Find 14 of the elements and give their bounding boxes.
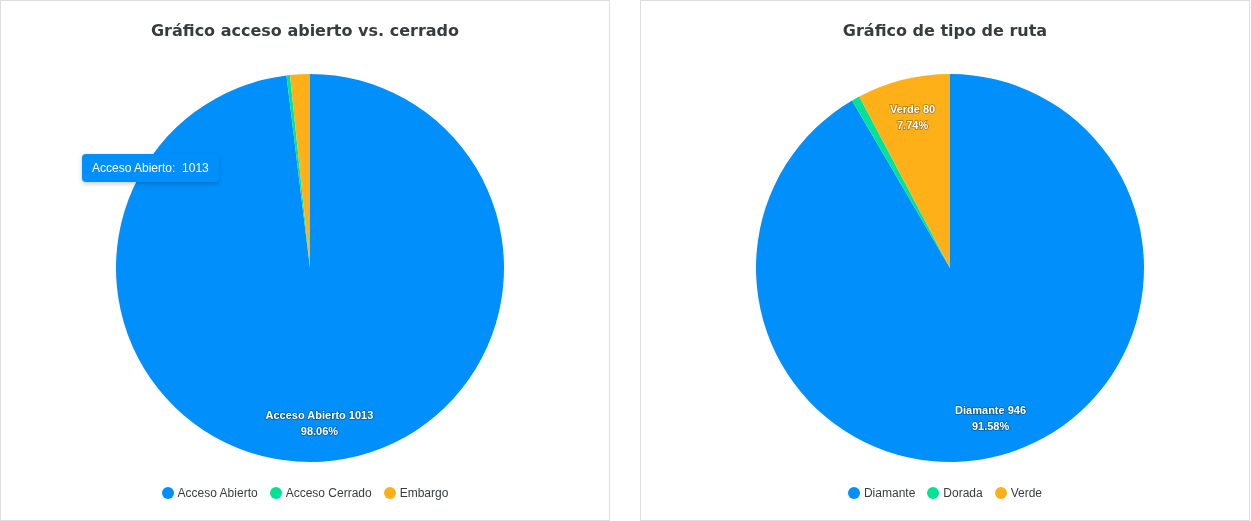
pie-slice (756, 74, 1144, 462)
data-label: Diamante 946 91.58% (955, 403, 1027, 432)
chart-title: Gráfico acceso abierto vs. cerrado (149, 21, 461, 40)
legend-label: Verde (1010, 486, 1043, 500)
legend-label: Dorada (943, 486, 983, 500)
legend-label: Acceso Abierto (177, 486, 258, 500)
data-label: Verde 80 7.74% (889, 103, 936, 132)
chart-title: Gráfico de tipo de ruta (841, 21, 1049, 40)
data-label: Acceso Abierto 1013 98.06% (265, 408, 374, 437)
legend-label: Embargo (399, 486, 449, 500)
pie-slice (859, 74, 950, 268)
legend-label: Acceso Cerrado (285, 486, 372, 500)
legend-label: Diamante (863, 486, 916, 500)
text: Acceso Abierto: 1013 (82, 154, 219, 182)
